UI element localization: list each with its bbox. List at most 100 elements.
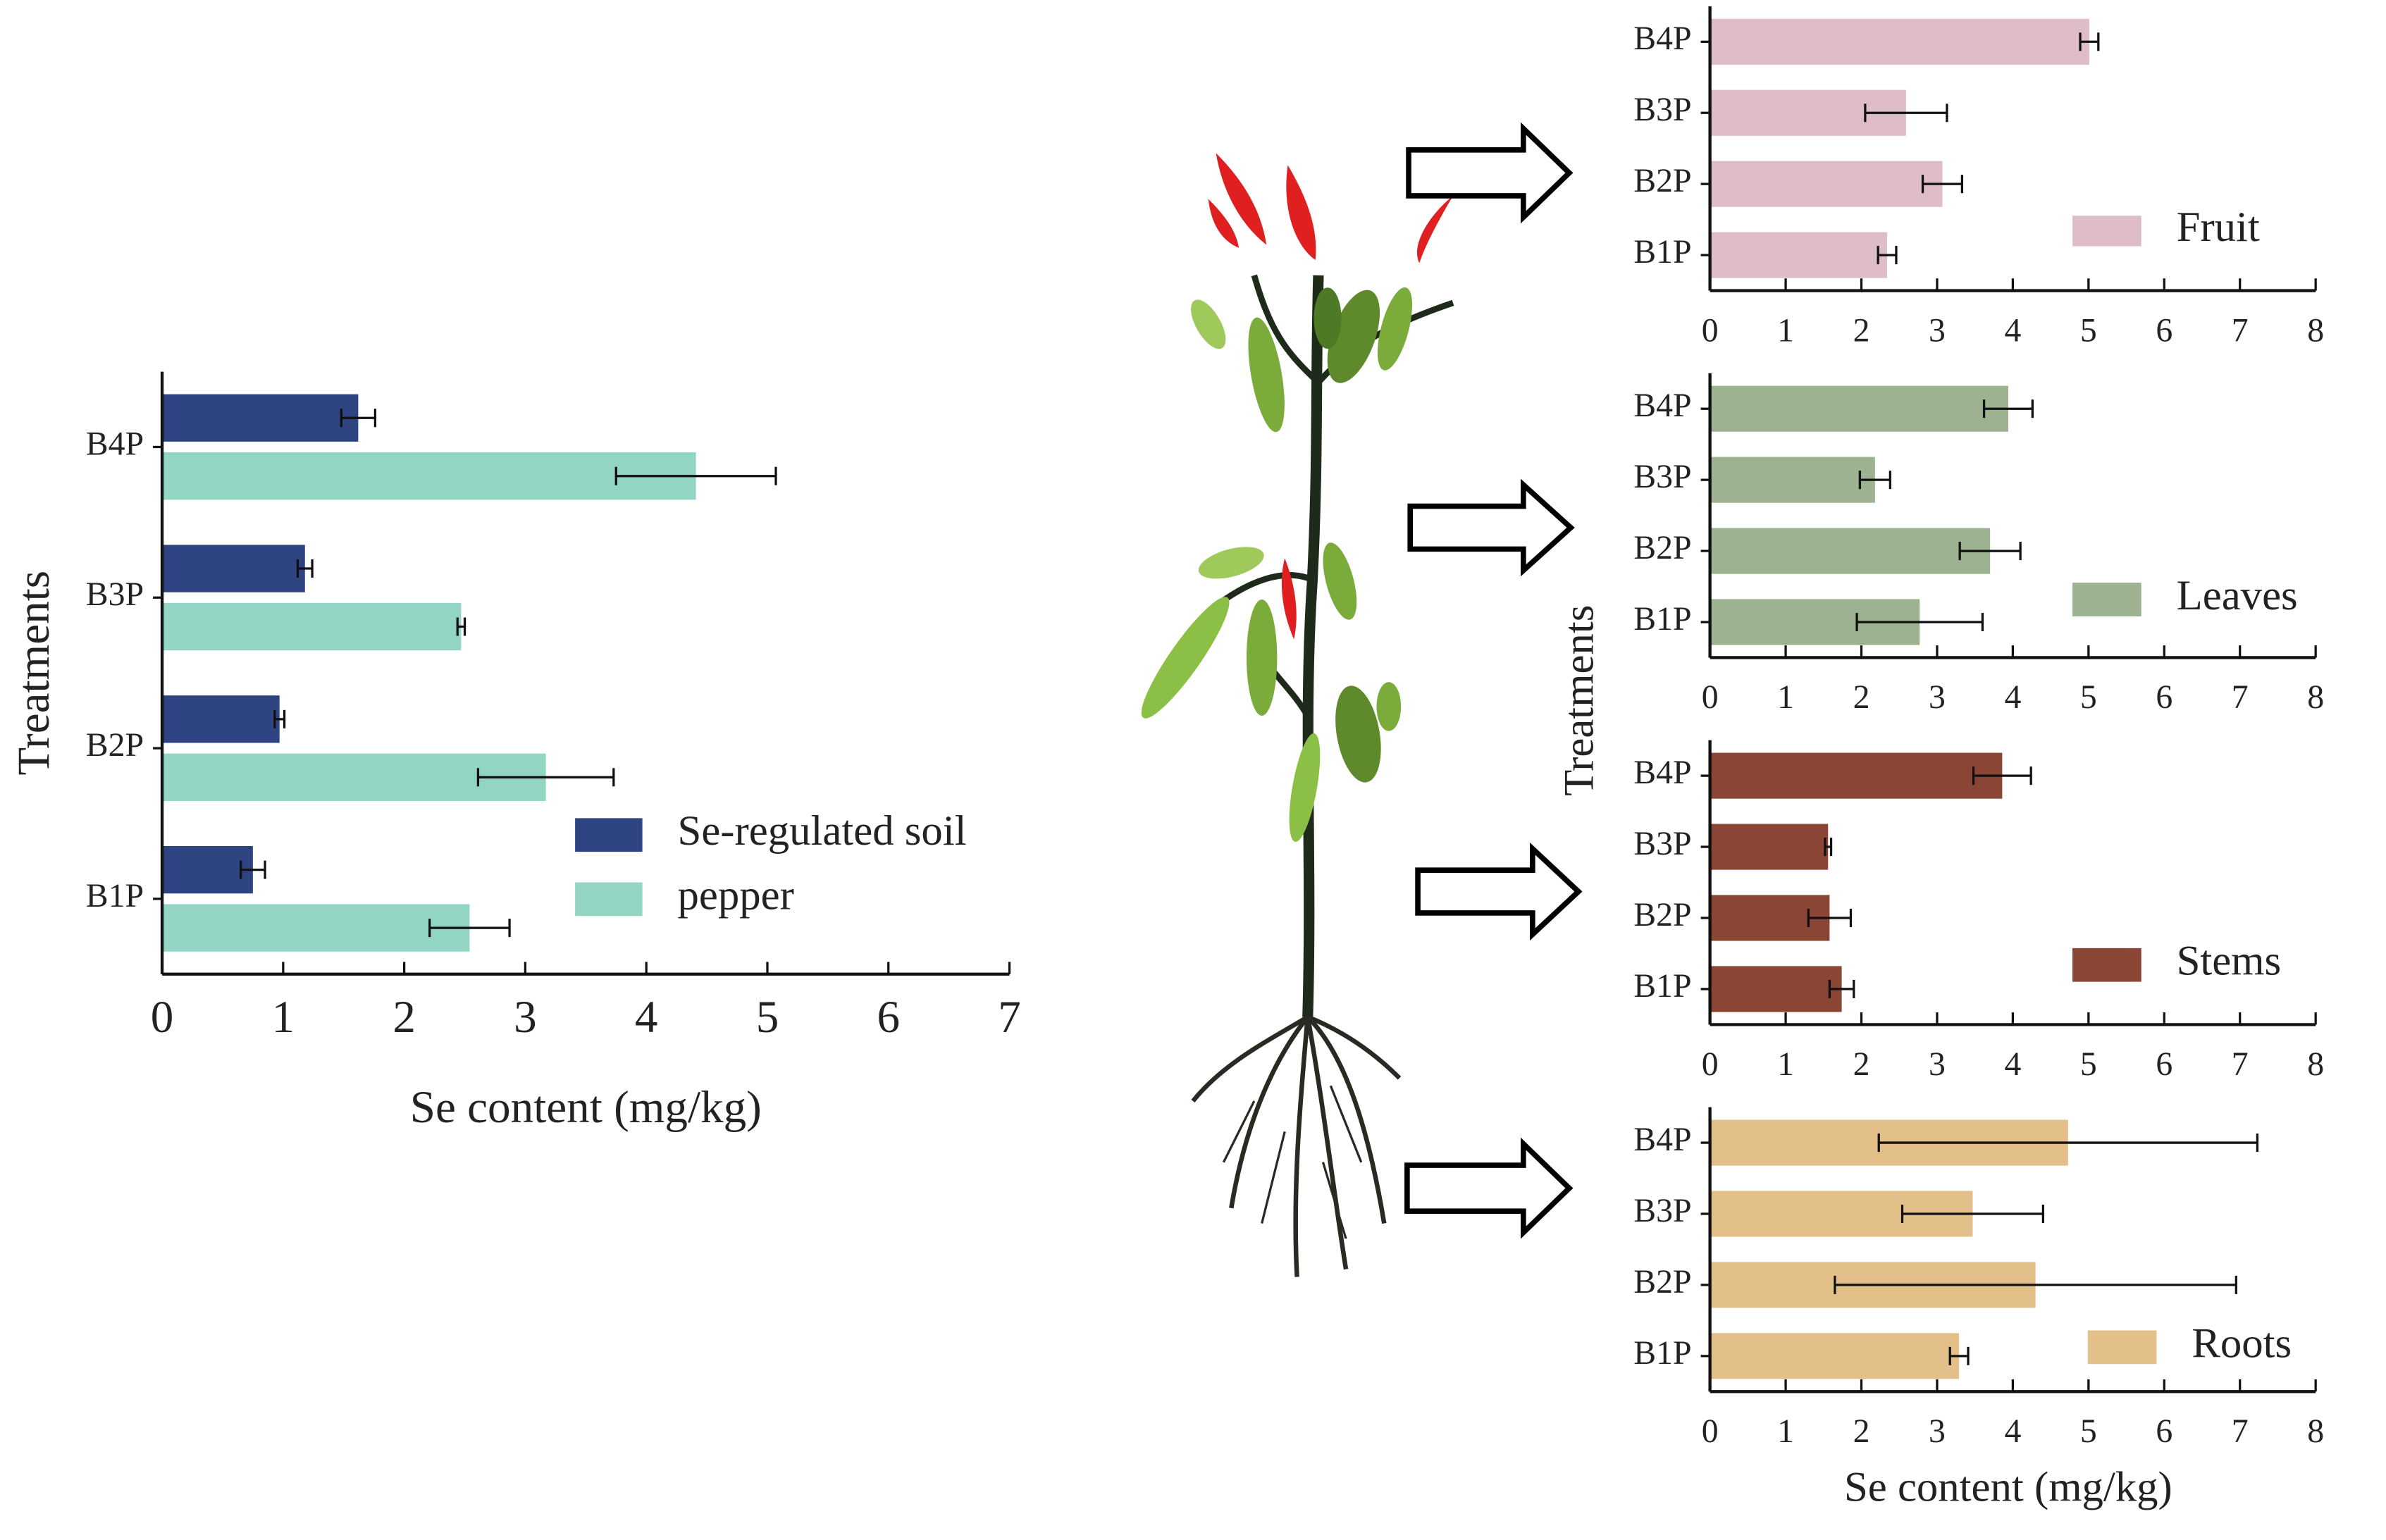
- x-tick-label: 5: [2080, 1412, 2097, 1450]
- x-tick-label: 1: [1777, 311, 1794, 349]
- error-bar: [456, 617, 466, 636]
- error-bar: [1824, 838, 1833, 857]
- bar: [1710, 824, 1829, 870]
- error-bar: [2079, 32, 2100, 51]
- error-bar: [1828, 979, 1855, 998]
- x-tick-label: 7: [2232, 1045, 2249, 1083]
- arrows: [1404, 122, 1583, 1239]
- x-tick-label: 4: [2004, 678, 2021, 716]
- x-tick-label: 3: [1929, 1412, 1946, 1450]
- error-bar: [240, 860, 266, 879]
- legend-label: Fruit: [2177, 204, 2260, 251]
- x-tick-label: 4: [2004, 1412, 2021, 1450]
- legend-swatch: [2072, 583, 2141, 616]
- error-bar: [296, 559, 314, 578]
- error-bar: [1807, 908, 1853, 928]
- error-bar: [1864, 104, 1948, 123]
- legend: Leaves: [2072, 572, 2298, 619]
- bar: [162, 845, 253, 894]
- x-axis-label: Se content (mg/kg): [410, 1082, 762, 1133]
- y-tick-label: B4P: [1633, 754, 1691, 791]
- legend-label: pepper: [678, 871, 794, 919]
- chart-panel: B1P B2P B3P B4P 0 1 2 3 4 5 6 7 8 Se content (mg/kg) T…: [1555, 605, 2324, 1511]
- bar: [162, 695, 280, 743]
- error-bar: [1877, 1134, 2259, 1153]
- bar: [162, 452, 696, 500]
- error-bar: [273, 709, 286, 728]
- legend-swatch: [2072, 216, 2141, 247]
- y-tick-label: B3P: [1633, 458, 1691, 495]
- bar: [162, 394, 359, 442]
- x-tick-label: 7: [2232, 1412, 2249, 1450]
- error-bar: [1958, 542, 2022, 561]
- x-tick-label: 4: [2004, 311, 2021, 349]
- x-tick-label: 8: [2307, 1045, 2324, 1083]
- x-tick-label: 6: [2156, 678, 2172, 716]
- x-tick-label: 2: [392, 992, 416, 1043]
- y-tick-label: B3P: [1633, 91, 1691, 128]
- legend: Se-regulated soil pepper: [575, 807, 967, 919]
- x-tick-label: 2: [1853, 1045, 1870, 1083]
- bar: [1710, 457, 1875, 503]
- x-tick-label: 7: [2232, 311, 2249, 349]
- x-tick-label: 6: [2156, 311, 2172, 349]
- x-tick-label: 3: [1929, 678, 1946, 716]
- x-tick-label: 7: [998, 992, 1021, 1043]
- error-bar: [476, 768, 615, 787]
- chart-panel: B1P B2P B3P B4P 0 1 2 3 4 5 6 7 8 Fruit: [1633, 6, 2324, 349]
- error-bar: [1834, 1275, 2237, 1294]
- bar: [1710, 752, 2003, 799]
- x-tick-label: 8: [2307, 1412, 2324, 1450]
- y-tick-label: B1P: [1633, 600, 1691, 638]
- error-bar: [428, 919, 511, 938]
- y-tick-label: B3P: [1633, 1192, 1691, 1229]
- x-tick-label: 6: [877, 992, 900, 1043]
- legend-swatch: [575, 818, 643, 852]
- x-tick-label: 0: [1702, 1412, 1719, 1450]
- chart-panel: B1P B2P B3P B4P 0 1 2 3 4 5 6 7 8 Leaves: [1633, 373, 2324, 716]
- x-axis-label: Se content (mg/kg): [1844, 1463, 2172, 1510]
- legend-swatch: [2087, 1330, 2157, 1365]
- bar: [162, 904, 470, 952]
- legend-swatch: [575, 882, 643, 917]
- y-axis-label: Treatments: [8, 571, 59, 776]
- x-tick-label: 0: [1702, 678, 1719, 716]
- x-tick-label: 3: [514, 992, 537, 1043]
- error-bar: [1900, 1204, 2044, 1224]
- legend-swatch: [2072, 948, 2141, 982]
- legend-label: Stems: [2177, 938, 2282, 985]
- y-axis-label: Treatments: [1555, 605, 1602, 796]
- bar: [1710, 161, 1943, 207]
- x-tick-label: 3: [1929, 1045, 1946, 1083]
- x-tick-label: 0: [1702, 1045, 1719, 1083]
- legend: Stems: [2072, 938, 2281, 985]
- y-tick-label: B2P: [1633, 529, 1691, 566]
- error-bar: [340, 409, 377, 428]
- error-bar: [1877, 246, 1898, 265]
- bar: [1710, 1333, 1960, 1379]
- x-tick-label: 2: [1853, 678, 1870, 716]
- y-tick-label: B4P: [1633, 20, 1691, 57]
- legend: Fruit: [2072, 204, 2260, 251]
- x-tick-label: 0: [1702, 311, 1719, 349]
- error-bar: [1948, 1346, 1970, 1365]
- error-bar: [1972, 766, 2032, 785]
- x-tick-label: 5: [756, 992, 779, 1043]
- x-tick-label: 2: [1853, 1412, 1870, 1450]
- x-tick-label: 1: [1777, 678, 1794, 716]
- legend-label: Se-regulated soil: [678, 807, 967, 855]
- plant-illustration: [1141, 153, 1454, 1277]
- x-tick-label: 5: [2080, 311, 2097, 349]
- x-tick-label: 4: [2004, 1045, 2021, 1083]
- x-tick-label: 5: [2080, 678, 2097, 716]
- x-tick-label: 4: [635, 992, 658, 1043]
- y-tick-label: B4P: [1633, 1121, 1691, 1158]
- x-tick-label: 7: [2232, 678, 2249, 716]
- y-tick-label: B1P: [1633, 1334, 1691, 1372]
- x-tick-label: 1: [1777, 1412, 1794, 1450]
- x-tick-label: 2: [1853, 311, 1870, 349]
- y-tick-label: B1P: [1633, 233, 1691, 271]
- y-tick-label: B4P: [1633, 387, 1691, 424]
- bar: [1710, 18, 2089, 65]
